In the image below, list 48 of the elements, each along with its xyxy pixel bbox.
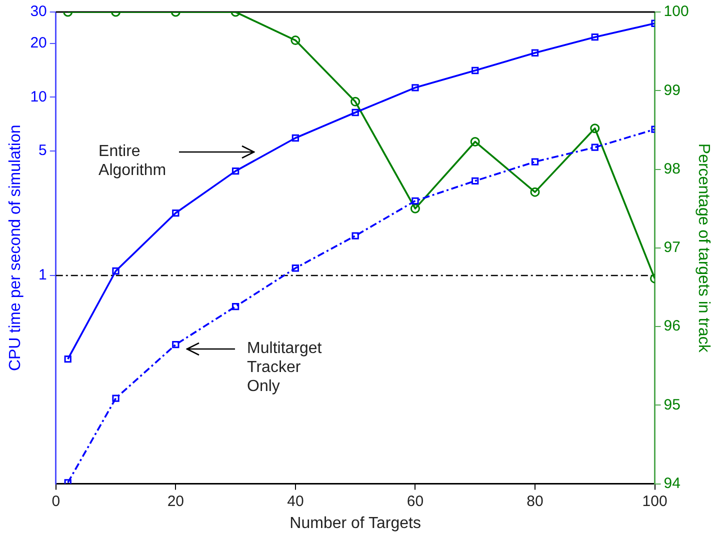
x-tick-label: 100 [642,492,668,510]
point [232,167,240,175]
y2-tick-label: 96 [664,318,680,335]
point [412,84,419,92]
x-tick-label: 60 [406,492,424,510]
point [290,36,300,46]
point [531,49,539,56]
y2-tick-label: 97 [664,239,680,256]
point [591,144,598,151]
point [530,187,540,197]
x-tick-label: 40 [287,492,304,510]
y2-tick-label: 94 [664,474,680,492]
point [172,341,180,348]
point [112,267,120,275]
point [472,177,479,185]
point [292,134,300,142]
y-tick-label: 20 [30,34,47,52]
point [172,209,180,217]
point [232,302,240,310]
point [470,136,480,146]
point [292,264,300,272]
point [352,108,359,116]
y2-tick-label: 98 [664,160,680,178]
y-tick-label: 1 [38,266,47,284]
y-tick-label: 30 [30,3,47,20]
y2-tick-label: 99 [664,82,680,99]
y2-axis-title: Percentage of targets in track [694,143,712,354]
point [591,34,598,41]
y2-tick-label: 95 [664,396,680,414]
y2-tick-label: 100 [664,3,689,20]
point [350,96,360,106]
x-tick-label: 80 [526,492,544,510]
y-tick-label: 10 [30,88,47,106]
y-tick-label: 5 [38,142,47,159]
annotation: Entire Algorithm [98,142,166,180]
point [590,124,600,134]
point [410,204,420,214]
point [112,394,120,402]
point [531,158,539,166]
point [412,197,419,204]
point [472,66,479,74]
point [64,356,72,363]
point [352,232,359,240]
x-axis-title: Number of Targets [290,514,421,532]
x-tick-label: 0 [52,492,60,510]
x-tick-label: 20 [167,492,184,510]
y-axis-title: CPU time per second of simulation [7,124,24,372]
annotation: Multitarget Tracker Only [247,339,322,396]
